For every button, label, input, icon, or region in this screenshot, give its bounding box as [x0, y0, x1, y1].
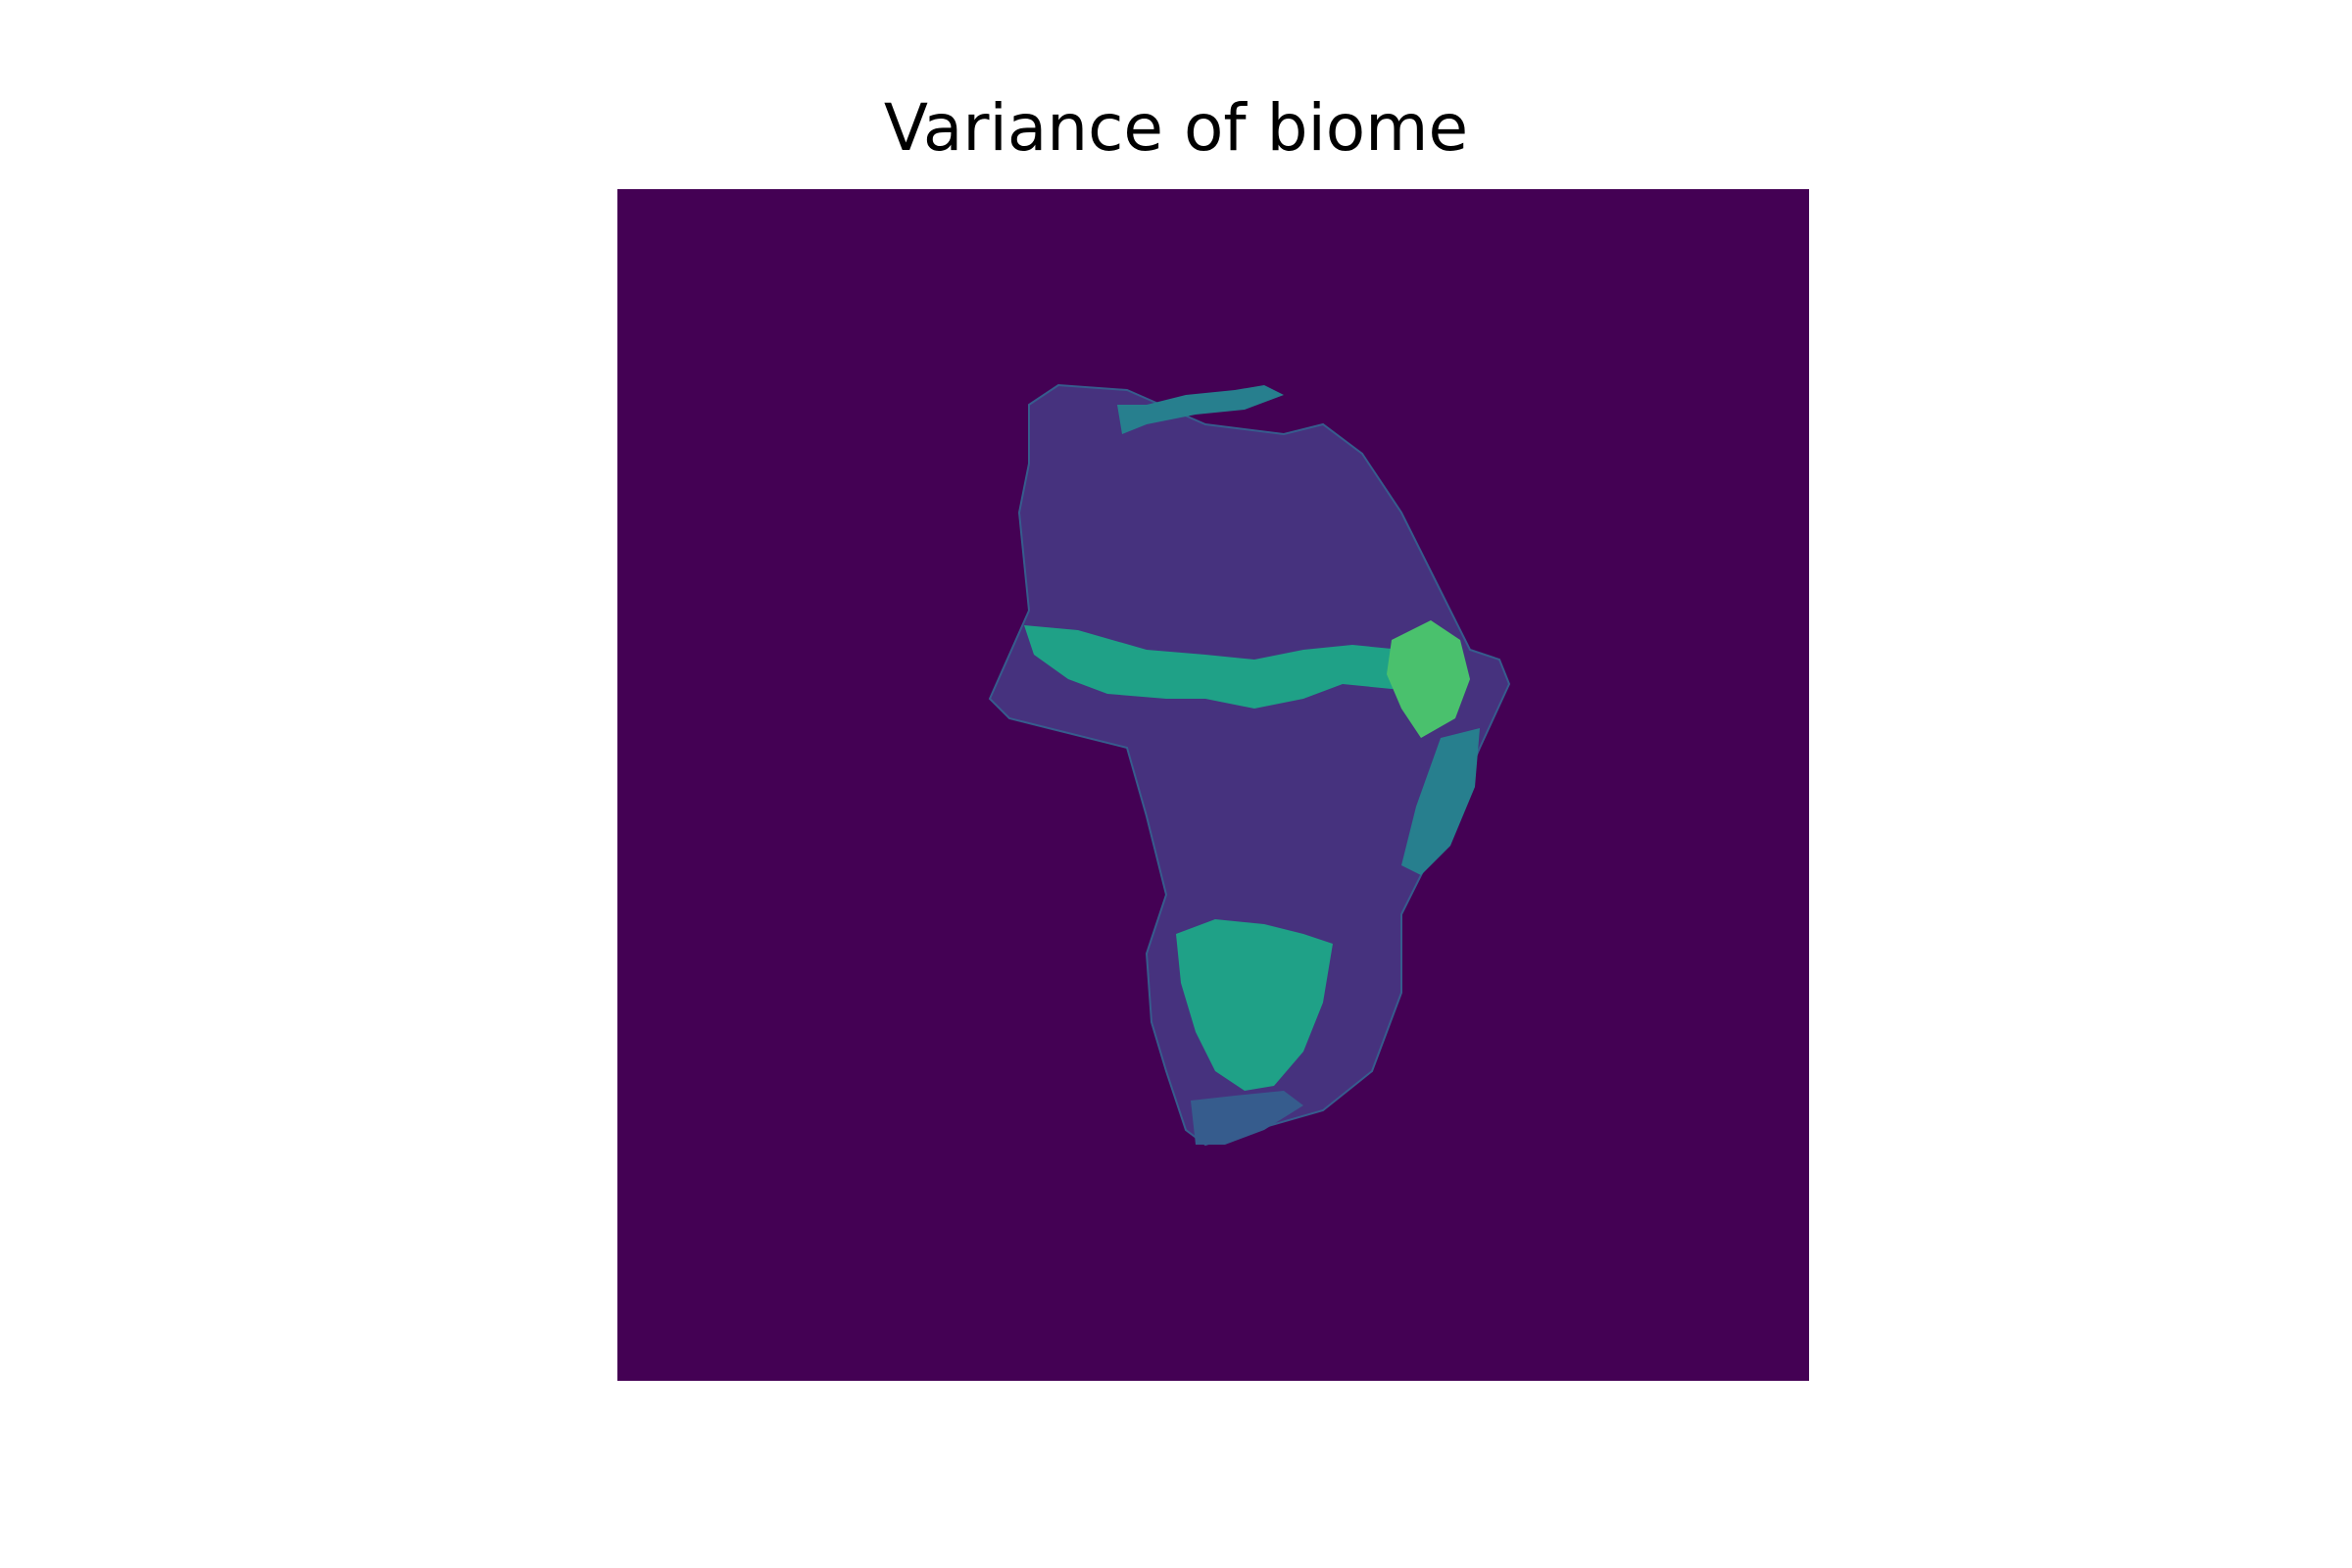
- africa-landmass: [988, 383, 1511, 1147]
- ethiopian-highlands: [1387, 620, 1470, 738]
- chart-title: Variance of biome: [883, 90, 1469, 166]
- cape-region: [1191, 1091, 1303, 1145]
- sahel-belt: [1024, 625, 1441, 709]
- mediterranean-coast: [1117, 385, 1284, 434]
- heatmap-plot: [617, 189, 1809, 1381]
- southern-africa-plateau: [1176, 919, 1333, 1091]
- east-african-coast: [1401, 728, 1480, 875]
